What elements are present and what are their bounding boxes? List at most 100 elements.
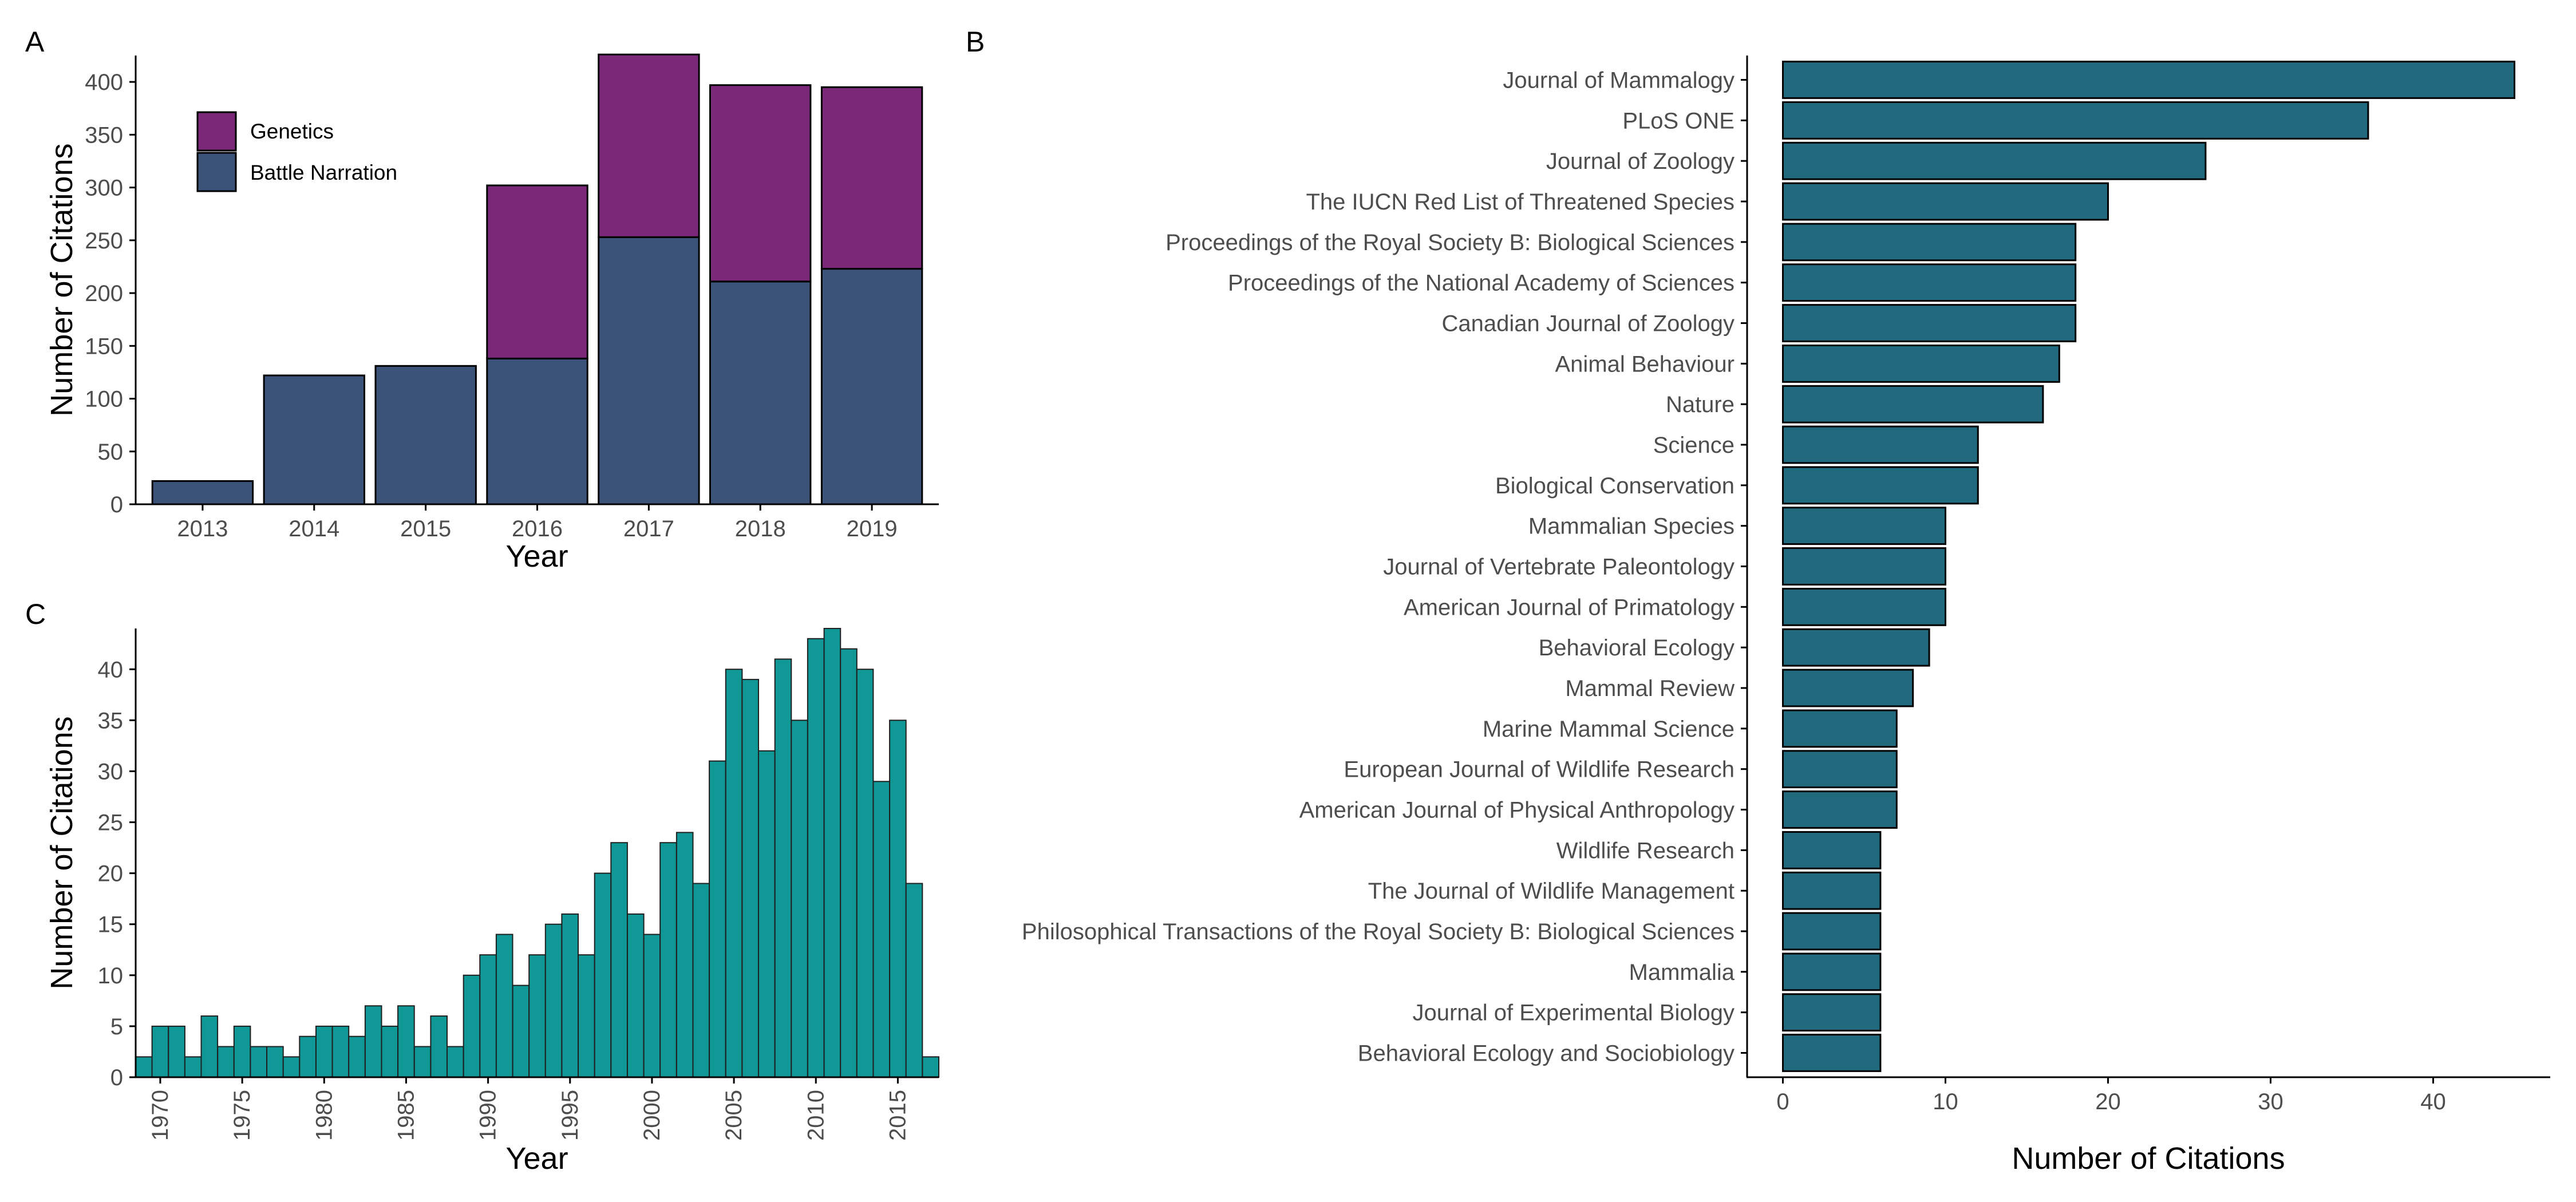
y-tick-label: 100 — [85, 387, 123, 412]
histogram-bar-2000 — [643, 934, 661, 1078]
y-tick-label: 10 — [98, 963, 124, 989]
bar-animal-behaviour — [1782, 345, 2060, 383]
category-label: Behavioral Ecology — [1539, 635, 1735, 661]
histogram-bar-2016 — [905, 883, 923, 1078]
bar-journal-of-mammalogy — [1782, 61, 2515, 99]
bar-genetics-2016 — [486, 184, 588, 359]
bar-the-iucn-red-list-of-threatened-species — [1782, 182, 2109, 221]
legend-key-battle-narration — [196, 152, 237, 192]
bar-genetics-2018 — [709, 84, 812, 283]
bar-battle-narration-2013 — [151, 480, 254, 505]
histogram-bar-1971 — [168, 1025, 185, 1078]
histogram-bar-1990 — [479, 954, 497, 1078]
category-label: Canadian Journal of Zoology — [1442, 311, 1735, 337]
histogram-bar-1975 — [233, 1025, 251, 1078]
category-label: Behavioral Ecology and Sociobiology — [1358, 1041, 1735, 1066]
histogram-bar-2014 — [872, 781, 891, 1078]
histogram-bar-1991 — [495, 934, 513, 1078]
histogram-bar-2008 — [774, 658, 792, 1078]
bar-proceedings-of-the-national-academy-of-sciences — [1782, 263, 2077, 302]
histogram-bar-1993 — [528, 954, 546, 1078]
histogram-bar-1983 — [364, 1005, 382, 1078]
y-tick-label: 350 — [85, 122, 123, 148]
chart-b: Journal of Mammalogy PLoS ONE Journal of Z… — [1022, 56, 2550, 1176]
bar-behavioral-ecology-and-sociobiology — [1782, 1034, 1882, 1072]
bar-proceedings-of-the-royal-society-b-biological-sciences — [1782, 223, 2077, 262]
histogram-bar-1996 — [578, 954, 595, 1078]
category-label: The IUCN Red List of Threatened Species — [1306, 189, 1735, 215]
category-label: PLoS ONE — [1622, 108, 1735, 133]
chart-b-category-labels: Journal of Mammalogy PLoS ONE Journal of Z… — [1022, 68, 1747, 1066]
histogram-bar-1998 — [610, 842, 628, 1078]
bar-the-journal-of-wildlife-management — [1782, 871, 1882, 910]
histogram-bar-1974 — [217, 1046, 235, 1078]
x-tick-label: 1970 — [148, 1090, 173, 1141]
category-label: American Journal of Physical Anthropolog… — [1299, 798, 1735, 823]
y-tick-label: 40 — [98, 657, 124, 682]
bar-marine-mammal-science — [1782, 709, 1898, 748]
bar-european-journal-of-wildlife-research — [1782, 750, 1898, 789]
y-tick-label: 300 — [85, 176, 123, 201]
histogram-bar-1980 — [315, 1025, 333, 1078]
histogram-bar-1979 — [299, 1035, 317, 1078]
bar-battle-narration-2015 — [374, 365, 477, 505]
bar-battle-narration-2017 — [598, 236, 700, 505]
bar-canadian-journal-of-zoology — [1782, 304, 2077, 342]
category-label: Mammal Review — [1565, 676, 1735, 701]
histogram-bar-2010 — [807, 638, 825, 1078]
category-label: Biological Conservation — [1495, 473, 1735, 499]
bar-battle-narration-2018 — [709, 280, 812, 505]
histogram-bar-2011 — [823, 628, 841, 1078]
category-label: Journal of Experimental Biology — [1412, 1001, 1735, 1026]
category-label: Science — [1653, 433, 1735, 458]
bar-american-journal-of-primatology — [1782, 588, 1946, 626]
histogram-bar-1988 — [447, 1046, 464, 1078]
bar-journal-of-vertebrate-paleontology — [1782, 547, 1946, 586]
histogram-bar-1970 — [151, 1025, 169, 1078]
chart-a-y-ticks: 0 50 100 150 200 250 300 350 400 — [85, 70, 136, 517]
chart-a-legend: Genetics Battle Narration — [196, 111, 397, 192]
chart-c-y-ticks: 0 5 10 15 20 25 30 35 40 — [98, 657, 136, 1090]
chart-b-bars — [1782, 61, 2515, 1072]
x-tick-label: 2019 — [847, 516, 898, 541]
bar-battle-narration-2019 — [820, 268, 923, 505]
y-tick-label: 50 — [98, 440, 124, 465]
category-label: Marine Mammal Science — [1483, 717, 1735, 742]
histogram-bar-2012 — [840, 648, 858, 1078]
bar-battle-narration-2016 — [486, 357, 588, 505]
chart-a-x-axis-title: Year — [505, 539, 568, 574]
y-tick-label: 20 — [98, 861, 124, 887]
chart-a-y-axis-title: Number of Citations — [45, 143, 79, 416]
histogram-bar-2001 — [659, 842, 677, 1078]
histogram-bar-2006 — [741, 679, 760, 1078]
x-tick-label: 2014 — [289, 516, 339, 541]
bar-journal-of-zoology — [1782, 141, 2207, 180]
category-label: Philosophical Transactions of the Royal … — [1022, 919, 1735, 944]
bar-plos-one — [1782, 101, 2369, 140]
y-tick-label: 15 — [98, 912, 124, 938]
x-tick-label: 2018 — [735, 516, 786, 541]
histogram-bar-1985 — [397, 1005, 415, 1078]
category-label: Animal Behaviour — [1555, 351, 1735, 377]
histogram-bar-1976 — [250, 1046, 267, 1078]
bar-nature — [1782, 385, 2044, 424]
y-tick-label: 200 — [85, 281, 123, 306]
x-tick-label: 20 — [2095, 1089, 2121, 1114]
bar-philosophical-transactions-of-the-royal-society-b-biological-sciences — [1782, 912, 1882, 951]
x-tick-label: 2015 — [400, 516, 451, 541]
histogram-bar-1989 — [463, 974, 481, 1078]
bar-mammal-review — [1782, 669, 1914, 707]
x-tick-label: 1975 — [230, 1090, 255, 1141]
legend-key-genetics — [196, 111, 237, 152]
histogram-bar-1997 — [594, 872, 612, 1078]
category-label: Journal of Mammalogy — [1503, 68, 1735, 93]
chart-b-x-ticks: 0 10 20 30 40 — [1776, 1077, 2446, 1114]
category-label: Proceedings of the Royal Society B: Biol… — [1165, 230, 1735, 255]
category-label: Mammalia — [1629, 960, 1735, 985]
x-tick-label: 2005 — [721, 1090, 746, 1141]
x-tick-label: 10 — [1933, 1089, 1958, 1114]
y-tick-label: 30 — [98, 759, 124, 784]
chart-c-bars — [135, 628, 940, 1078]
